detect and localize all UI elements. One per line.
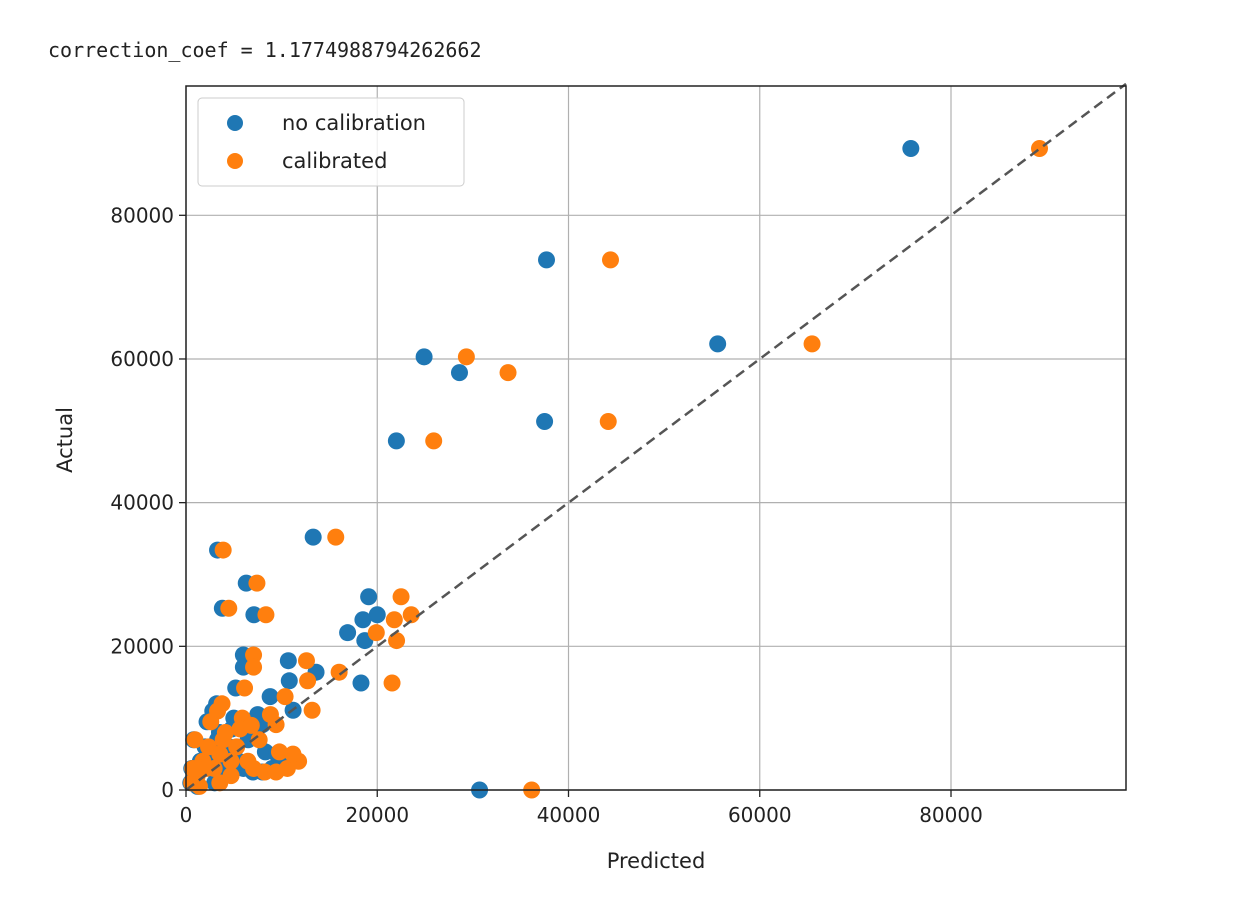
point-no-calibration [261,688,279,706]
point-calibrated [270,743,288,761]
y-tick-label: 40000 [110,491,174,515]
point-no-calibration [304,528,322,546]
point-calibrated [261,706,279,724]
axis-ticks: 0 20000 40000 60000 80000 0 20000 40000 60000 800… [110,203,982,827]
point-calibrated [392,588,410,606]
legend-marker-no-calibration [227,115,243,131]
point-calibrated [303,701,321,719]
legend-marker-calibrated [227,153,243,169]
y-axis-label: Actual [53,407,77,473]
point-no-calibration [352,674,370,692]
point-calibrated [220,599,238,617]
point-calibrated [250,731,268,749]
coef-value: 1.1774988794262662 [264,38,482,62]
point-calibrated [236,679,254,697]
point-calibrated [242,716,260,734]
point-calibrated [186,731,204,749]
point-calibrated [297,652,315,670]
point-calibrated [197,759,215,777]
point-calibrated [803,335,821,353]
point-calibrated [385,611,403,629]
point-calibrated [402,606,420,624]
point-no-calibration [709,335,727,353]
point-calibrated [214,731,232,749]
point-calibrated [383,674,401,692]
point-no-calibration [339,624,357,642]
x-axis-label: Predicted [607,849,706,873]
point-no-calibration [450,364,468,382]
point-calibrated [425,432,443,450]
point-calibrated [267,763,285,781]
point-calibrated [184,759,202,777]
point-no-calibration [536,412,554,430]
point-calibrated [276,688,294,706]
x-tick-label: 40000 [537,803,601,827]
point-no-calibration [280,672,298,690]
point-calibrated [284,745,302,763]
point-calibrated [209,702,227,720]
point-calibrated [248,574,266,592]
point-calibrated [245,646,263,664]
legend-label-no-calibration: no calibration [282,111,426,135]
point-calibrated [330,663,348,681]
legend-label-calibrated: calibrated [282,149,387,173]
legend: no calibration calibrated [197,97,465,187]
point-no-calibration [245,606,263,624]
point-calibrated [602,251,620,269]
point-calibrated [367,624,385,642]
y-tick-label: 20000 [110,634,174,658]
plot-frame [185,85,1127,791]
correction-coef-output: correction_coef = 1.1774988794262662 [48,38,482,62]
point-calibrated [599,412,617,430]
point-no-calibration [279,652,297,670]
y-tick-label: 80000 [110,203,174,227]
point-calibrated [299,672,317,690]
point-calibrated [327,528,345,546]
point-no-calibration [360,588,378,606]
x-tick-label: 80000 [919,803,983,827]
point-calibrated [388,632,406,650]
point-no-calibration [415,348,433,366]
point-calibrated [457,348,475,366]
y-tick-label: 60000 [110,347,174,371]
point-calibrated [183,774,201,792]
reference-diagonal-line [185,82,1127,791]
x-tick-label: 0 [180,803,193,827]
point-calibrated [211,774,229,792]
data-points [182,139,1049,799]
point-calibrated [257,606,275,624]
coef-equals: = [240,38,253,62]
point-no-calibration [368,606,386,624]
x-tick-label: 60000 [728,803,792,827]
point-calibrated [228,738,246,756]
legend-box [197,97,465,187]
point-no-calibration [387,432,405,450]
x-tick-label: 20000 [345,803,409,827]
point-calibrated [222,752,240,770]
point-calibrated [499,364,517,382]
y-tick-label: 0 [161,778,174,802]
point-calibrated [214,541,232,559]
point-no-calibration [538,251,556,269]
coef-label: correction_coef [48,38,229,62]
point-no-calibration [902,139,920,157]
point-calibrated [245,658,263,676]
point-no-calibration [354,611,372,629]
